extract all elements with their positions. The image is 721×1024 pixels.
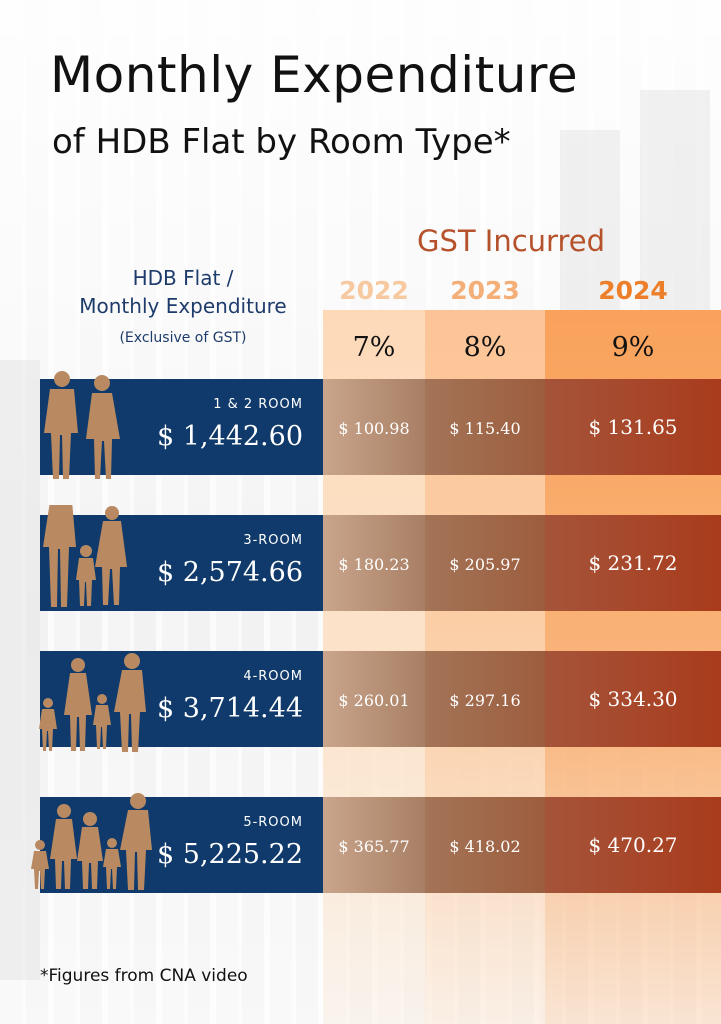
gst-cell-bg-2024 — [545, 515, 721, 611]
background-building — [560, 130, 620, 330]
hdb-header-line-2: Monthly Expenditure — [79, 294, 287, 318]
monthly-expenditure-value: $ 1,442.60 — [157, 421, 303, 452]
gst-value-2024: $ 231.72 — [588, 551, 678, 575]
monthly-expenditure-value: $ 5,225.22 — [157, 839, 303, 870]
hdb-header-line-1: HDB Flat / — [132, 266, 234, 290]
gst-cell-bg-2022 — [323, 515, 425, 611]
room-type-label: 1 & 2 ROOM — [213, 397, 303, 412]
gst-value-2022: $ 180.23 — [338, 555, 410, 574]
year-2023: 2023 — [450, 276, 520, 305]
hdb-column-header: HDB Flat / Monthly Expenditure — [48, 264, 318, 320]
gst-value-2022: $ 260.01 — [338, 691, 410, 710]
gst-value-2022: $ 100.98 — [338, 419, 410, 438]
family-3-people-icon — [43, 505, 127, 607]
gst-value-2023: $ 418.02 — [449, 837, 521, 856]
title-line-2: of HDB Flat by Room Type* — [52, 122, 511, 162]
gst-cell-bg-2023 — [425, 797, 545, 893]
gst-incurred-heading: GST Incurred — [416, 224, 606, 258]
gst-cell-bg-2022 — [323, 651, 425, 747]
gst-cell-bg-2024 — [545, 797, 721, 893]
gst-value-2024: $ 334.30 — [588, 687, 678, 711]
gst-value-2023: $ 205.97 — [449, 555, 521, 574]
gst-cell-bg-2023 — [425, 515, 545, 611]
gst-cell-bg-2023 — [425, 379, 545, 475]
room-type-label: 3-ROOM — [243, 533, 303, 548]
hdb-header-subtitle: (Exclusive of GST) — [119, 330, 247, 346]
monthly-expenditure-value: $ 3,714.44 — [157, 693, 303, 724]
background-building — [0, 360, 40, 980]
family-2-people-icon — [44, 371, 120, 479]
room-row: 1 & 2 ROOM $ 1,442.60 $ 100.98 $ 115.40 … — [0, 371, 721, 479]
family-4-people-icon — [39, 653, 146, 752]
year-2022: 2022 — [339, 276, 409, 305]
year-2024: 2024 — [598, 276, 668, 305]
gst-cell-bg-2023 — [425, 651, 545, 747]
room-panel: 1 & 2 ROOM $ 1,442.60 — [40, 379, 323, 475]
footnote: *Figures from CNA video — [40, 966, 248, 986]
gst-value-2022: $ 365.77 — [338, 837, 410, 856]
gst-rate-2024: 9% — [611, 332, 655, 363]
room-type-label: 5-ROOM — [243, 815, 303, 830]
gst-cell-bg-2024 — [545, 379, 721, 475]
room-row: 3-ROOM $ 2,574.66 $ 180.23 $ 205.97 $ 23… — [0, 505, 721, 611]
gst-cell-bg-2022 — [323, 379, 425, 475]
gst-cell-bg-2024 — [545, 651, 721, 747]
background-building — [640, 90, 710, 330]
title-line-1: Monthly Expenditure — [50, 46, 579, 104]
room-type-label: 4-ROOM — [243, 669, 303, 684]
gst-value-2024: $ 131.65 — [588, 415, 678, 439]
gst-value-2023: $ 115.40 — [449, 419, 521, 438]
gst-value-2024: $ 470.27 — [588, 833, 678, 857]
gst-value-2023: $ 297.16 — [449, 691, 521, 710]
gst-rate-2022: 7% — [352, 332, 396, 363]
room-row: 4-ROOM $ 3,714.44 $ 260.01 $ 297.16 $ 33… — [0, 651, 721, 752]
gst-rate-2023: 8% — [463, 332, 507, 363]
monthly-expenditure-value: $ 2,574.66 — [157, 557, 303, 588]
family-5-people-icon — [31, 793, 152, 890]
room-row: 5-ROOM $ 5,225.22 $ 365.77 $ 418.02 $ 47… — [0, 793, 721, 893]
gst-cell-bg-2022 — [323, 797, 425, 893]
